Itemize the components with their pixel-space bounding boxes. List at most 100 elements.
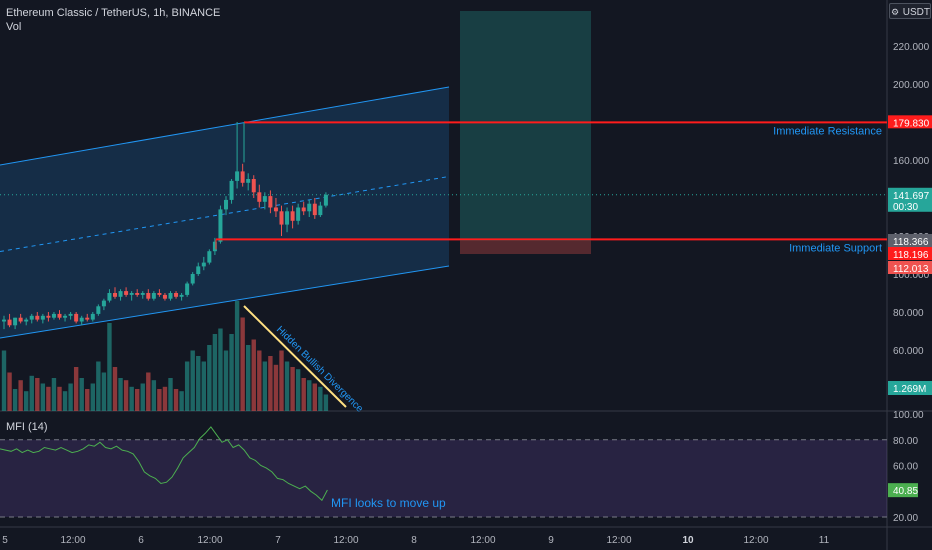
mfi-band-fill xyxy=(0,439,887,517)
volume-bar xyxy=(295,369,301,411)
price-label-box xyxy=(888,187,932,212)
volume-bar xyxy=(229,334,234,411)
time-tick-label: 7 xyxy=(275,535,281,546)
candle-body xyxy=(107,293,112,301)
volume-bar xyxy=(173,389,179,411)
volume-bar xyxy=(196,356,201,411)
volume-bar xyxy=(101,372,107,411)
volume-bar xyxy=(212,334,218,411)
support-label: Immediate Support xyxy=(789,242,882,254)
volume-bar xyxy=(162,386,168,411)
volume-bar xyxy=(146,372,151,411)
channel-lower-line xyxy=(0,265,450,339)
settings-icon: ⚙ xyxy=(890,7,900,17)
volume-bar xyxy=(107,323,112,411)
candle-body xyxy=(312,203,317,216)
volume-bar xyxy=(157,389,162,411)
volume-bar xyxy=(129,386,134,411)
candle-body xyxy=(224,199,228,210)
candle-body xyxy=(207,251,212,263)
volume-bar xyxy=(234,301,240,411)
volume-bar xyxy=(7,372,12,411)
candle-body xyxy=(46,315,51,318)
candle-body xyxy=(235,171,240,181)
volume-bar xyxy=(201,361,206,411)
volume-label-text: 1.269M xyxy=(893,384,926,395)
candle-body xyxy=(57,313,62,318)
volume-label-box xyxy=(888,381,932,395)
volume-bar xyxy=(323,394,329,411)
price-tick-label: 60.000 xyxy=(893,346,924,357)
time-tick-label: 11 xyxy=(819,535,830,546)
volume-bar xyxy=(112,367,118,411)
candle-body xyxy=(35,315,40,320)
time-tick-label: 12:00 xyxy=(197,535,222,546)
volume-bar xyxy=(140,383,145,411)
price-label-text: 118.196 xyxy=(893,250,929,261)
price-tick-label: 200.000 xyxy=(893,80,930,91)
target-zone xyxy=(460,11,591,241)
volume-bar xyxy=(68,383,73,411)
candle-body xyxy=(179,294,184,297)
candle-body xyxy=(246,179,251,183)
candle-body xyxy=(40,315,45,320)
volume-bar xyxy=(62,391,68,411)
candle-body xyxy=(151,293,156,299)
time-tick-label: 12:00 xyxy=(743,535,768,546)
volume-bar xyxy=(273,364,279,411)
currency-label: USDT xyxy=(902,7,931,18)
volume-bar xyxy=(29,375,34,411)
volume-bar xyxy=(279,350,284,411)
volume-bar xyxy=(257,350,262,411)
price-label-box xyxy=(888,261,932,274)
mfi-indicator-label[interactable]: MFI (14) xyxy=(6,421,48,433)
volume-bar xyxy=(251,339,256,411)
time-tick-label: 8 xyxy=(411,535,417,546)
time-tick-label: 10 xyxy=(682,535,694,546)
candle-body xyxy=(124,291,129,295)
candle-body xyxy=(146,293,151,299)
volume-bar xyxy=(18,380,23,411)
candle-body xyxy=(290,211,295,221)
volume-indicator-label[interactable]: Vol xyxy=(6,21,22,33)
candle-body xyxy=(135,293,140,295)
candle-body xyxy=(7,319,12,326)
candle-body xyxy=(74,313,79,322)
candle-body xyxy=(13,317,18,326)
candle-body xyxy=(113,293,117,297)
volume-bar xyxy=(1,350,7,411)
price-label-text: 112.013 xyxy=(893,264,929,275)
volume-bar xyxy=(118,378,123,411)
volume-bar xyxy=(223,350,229,411)
volume-bar xyxy=(85,389,90,411)
candle-body xyxy=(29,315,34,320)
volume-bar xyxy=(268,356,273,411)
volume-bar xyxy=(79,378,84,411)
candle-body xyxy=(79,317,84,322)
candle-body xyxy=(268,196,273,208)
candle-body xyxy=(190,274,195,284)
candle-body xyxy=(101,300,106,307)
volume-bar xyxy=(179,391,184,411)
currency-badge[interactable]: ⚙ USDT xyxy=(889,3,931,19)
candle-body xyxy=(185,283,190,295)
candle-body xyxy=(85,317,90,320)
price-tick-label: 100.000 xyxy=(893,270,930,281)
mfi-annotation: MFI looks to move up xyxy=(331,496,446,510)
resistance-label: Immediate Resistance xyxy=(773,125,882,137)
volume-bar xyxy=(190,350,195,411)
symbol-title[interactable]: Ethereum Classic / TetherUS, 1h, BINANCE xyxy=(6,7,221,19)
candle-body xyxy=(296,207,301,221)
candle-body xyxy=(2,319,6,322)
price-tick-label: 160.000 xyxy=(893,156,930,167)
volume-bar xyxy=(151,380,157,411)
channel-upper-line xyxy=(0,86,450,166)
stop-zone xyxy=(460,241,591,254)
volume-bar xyxy=(318,386,323,411)
time-tick-label: 5 xyxy=(2,535,8,546)
candle-body xyxy=(168,293,173,299)
mfi-tick-label: 80.00 xyxy=(893,436,918,447)
price-label-text: 179.830 xyxy=(893,118,930,129)
volume-bar xyxy=(96,361,101,411)
